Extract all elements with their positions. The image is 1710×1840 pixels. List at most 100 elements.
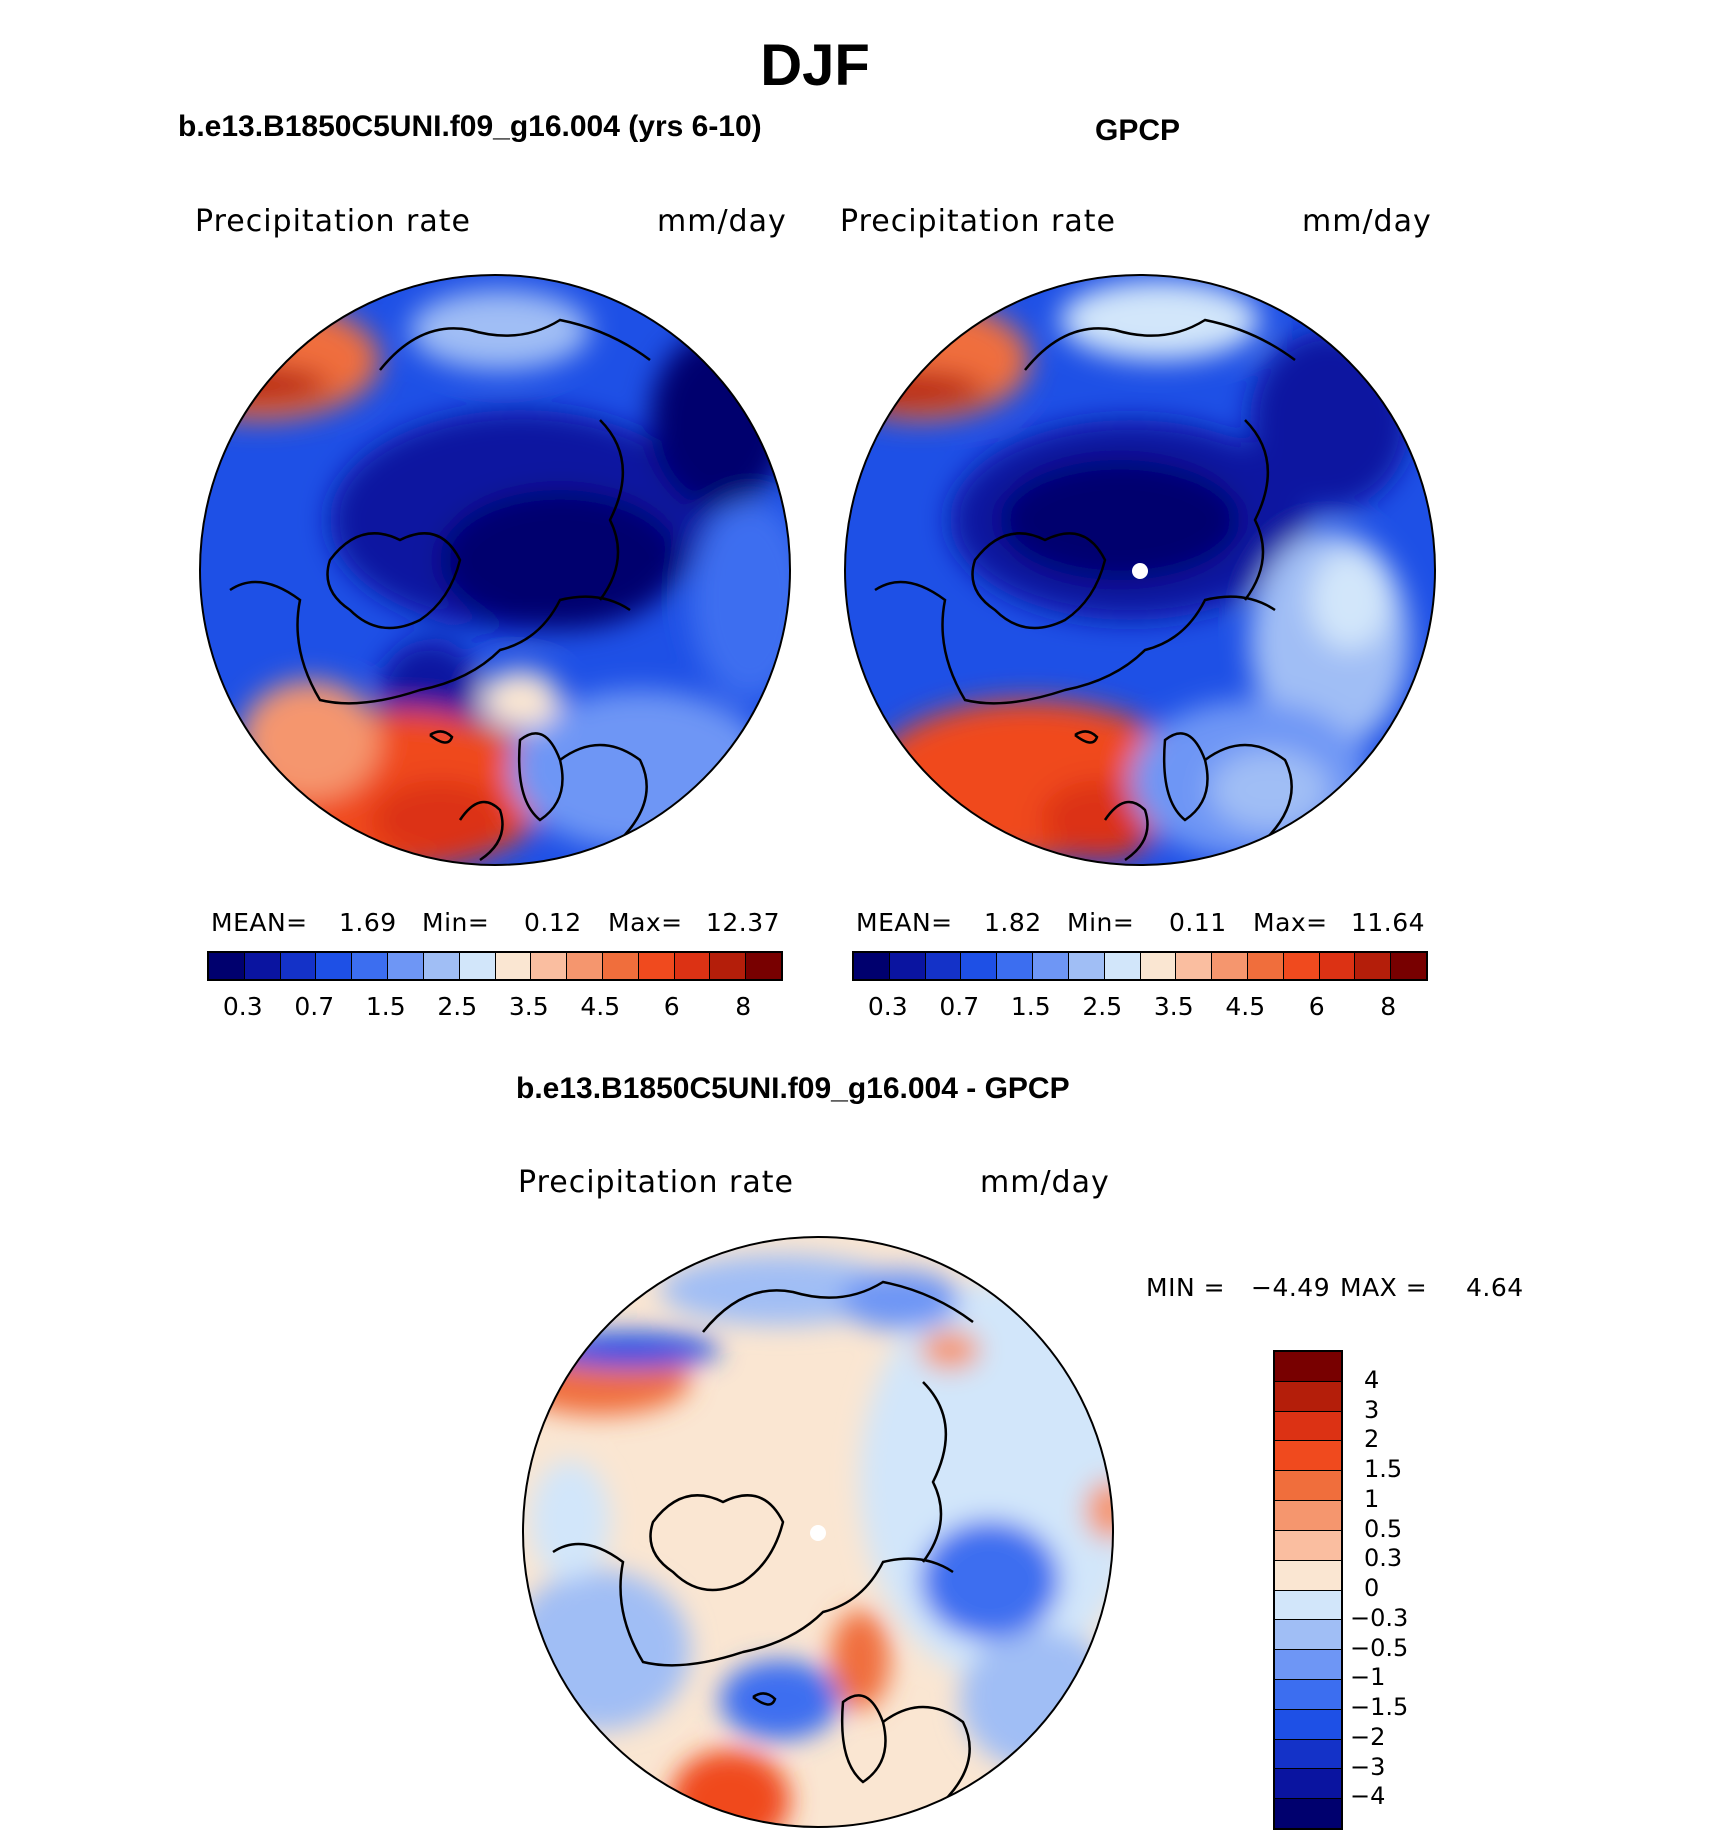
- obs-colorbar-ticks: 0.3 0.7 1.5 2.5 3.5 4.5 6 8: [852, 992, 1428, 1022]
- model-min-label: Min=: [422, 908, 490, 937]
- model-colorbar-tick-label: 4.5: [580, 992, 621, 1021]
- obs-colorbar-box: [997, 953, 1034, 979]
- model-colorbar-box: [316, 953, 353, 979]
- obs-colorbar-tick-label: 0.7: [939, 992, 980, 1021]
- model-colorbar-box: [280, 953, 317, 979]
- model-colorbar-tick-label: 8: [735, 992, 752, 1021]
- diff-colorbar-tick-label: 4: [1364, 1365, 1380, 1394]
- diff-colorbar-box: [1275, 1381, 1341, 1412]
- obs-colorbar-box: [1247, 953, 1284, 979]
- model-stats: MEAN= 1.69 Min= 0.12 Max= 12.37: [211, 908, 781, 940]
- obs-colorbar-tick-label: 2.5: [1082, 992, 1123, 1021]
- model-colorbar-box: [459, 953, 496, 979]
- model-colorbar-box: [602, 953, 639, 979]
- obs-colorbar-box: [889, 953, 926, 979]
- obs-colorbar-box: [1140, 953, 1177, 979]
- diff-colorbar-box: [1275, 1679, 1341, 1710]
- diff-colorbar-box: [1275, 1590, 1341, 1621]
- diff-colorbar-box: [1275, 1352, 1341, 1382]
- obs-colorbar-box: [1355, 953, 1392, 979]
- obs-colorbar-box: [961, 953, 998, 979]
- obs-colorbar-tick-label: 1.5: [1010, 992, 1051, 1021]
- diff-colorbar-tick-label: −0.5: [1350, 1633, 1409, 1662]
- model-max-label: Max=: [608, 908, 683, 937]
- diff-colorbar-box: [1275, 1411, 1341, 1442]
- model-colorbar-box: [674, 953, 711, 979]
- diff-min-value: −4.49: [1251, 1273, 1331, 1302]
- diff-colorbar-tick-label: −4: [1350, 1782, 1386, 1811]
- obs-colorbar-tick-label: 8: [1380, 992, 1397, 1021]
- diff-colorbar-tick-label: 0.3: [1364, 1544, 1403, 1573]
- diff-colorbar-box: [1275, 1471, 1341, 1502]
- diff-colorbar-box: [1275, 1530, 1341, 1561]
- diff-colorbar-tick-label: −1.5: [1350, 1693, 1409, 1721]
- obs-colorbar: [852, 951, 1428, 981]
- obs-colorbar-box: [1033, 953, 1069, 979]
- obs-colorbar-box: [1104, 953, 1141, 979]
- diff-colorbar-tick-label: 1.5: [1364, 1455, 1403, 1483]
- obs-colorbar-tick-label: 3.5: [1153, 992, 1194, 1021]
- diff-colorbar-tick-label: 0: [1364, 1574, 1380, 1602]
- diff-colorbar-tick-label: 0.5: [1364, 1514, 1403, 1543]
- model-panel-title: b.e13.B1850C5UNI.f09_g16.004 (yrs 6-10): [178, 110, 762, 143]
- model-colorbar-tick-label: 3.5: [508, 992, 549, 1021]
- obs-units-label: mm/day: [1302, 204, 1432, 239]
- obs-colorbar-box: [854, 953, 890, 979]
- model-colorbar-box: [244, 953, 281, 979]
- model-colorbar-box: [567, 953, 603, 979]
- model-mean-label: MEAN=: [211, 908, 308, 937]
- model-colorbar-tick-label: 0.3: [222, 992, 263, 1021]
- diff-variable-label: Precipitation rate: [518, 1165, 794, 1200]
- obs-variable-label: Precipitation rate: [840, 204, 1116, 239]
- diff-colorbar-tick-label: 1: [1364, 1484, 1380, 1513]
- obs-colorbar-box: [1068, 953, 1105, 979]
- diff-colorbar-box: [1275, 1620, 1341, 1651]
- model-variable-label: Precipitation rate: [195, 204, 471, 239]
- diff-colorbar-box: [1275, 1650, 1341, 1680]
- obs-colorbar-tick-label: 6: [1308, 992, 1325, 1021]
- model-colorbar-tick-label: 0.7: [294, 992, 335, 1021]
- diff-colorbar-box: [1275, 1769, 1341, 1800]
- model-mean-value: 1.69: [339, 908, 397, 937]
- model-colorbar-box: [352, 953, 389, 979]
- obs-max-value: 11.64: [1351, 908, 1426, 937]
- obs-panel-title: GPCP: [1095, 114, 1181, 147]
- model-colorbar-box: [638, 953, 675, 979]
- obs-colorbar-tick-label: 0.3: [867, 992, 908, 1021]
- obs-min-label: Min=: [1067, 908, 1135, 937]
- obs-min-value: 0.11: [1169, 908, 1227, 937]
- obs-stats: MEAN= 1.82 Min= 0.11 Max= 11.64: [856, 908, 1426, 940]
- model-min-value: 0.12: [524, 908, 582, 937]
- obs-mean-value: 1.82: [984, 908, 1042, 937]
- model-colorbar-tick-label: 1.5: [365, 992, 406, 1021]
- obs-colorbar-tick-label: 4.5: [1225, 992, 1266, 1021]
- diff-pole-marker: [810, 1525, 826, 1541]
- model-colorbar-box: [423, 953, 460, 979]
- obs-colorbar-box: [925, 953, 962, 979]
- diff-colorbar-box: [1275, 1560, 1341, 1591]
- diff-panel-title: b.e13.B1850C5UNI.f09_g16.004 - GPCP: [516, 1072, 1070, 1105]
- diff-colorbar: [1273, 1350, 1343, 1830]
- diff-colorbar-box: [1275, 1799, 1341, 1828]
- obs-mean-label: MEAN=: [856, 908, 953, 937]
- model-colorbar-ticks: 0.3 0.7 1.5 2.5 3.5 4.5 6 8: [207, 992, 783, 1022]
- model-colorbar: [207, 951, 783, 981]
- obs-pole-marker: [1132, 563, 1148, 579]
- diff-colorbar-ticks: 4 3 2 1.5 1 0.5 0.3 0 −0.3 −0.5 −1 −1.5 −2 −3 −4: [1350, 1350, 1440, 1830]
- diff-max-value: 4.64: [1466, 1273, 1524, 1302]
- model-colorbar-tick-label: 6: [663, 992, 680, 1021]
- figure-title: DJF: [760, 33, 870, 98]
- obs-max-label: Max=: [1253, 908, 1328, 937]
- diff-colorbar-tick-label: −0.3: [1350, 1603, 1409, 1632]
- model-colorbar-box: [209, 953, 245, 979]
- diff-units-label: mm/day: [980, 1165, 1110, 1200]
- obs-colorbar-box: [1283, 953, 1320, 979]
- model-max-value: 12.37: [706, 908, 781, 937]
- obs-colorbar-box: [1176, 953, 1213, 979]
- model-colorbar-tick-label: 2.5: [437, 992, 478, 1021]
- diff-colorbar-tick-label: 3: [1364, 1395, 1380, 1424]
- diff-stats: MIN = −4.49 MAX = 4.64: [1146, 1273, 1526, 1305]
- obs-colorbar-box: [1212, 953, 1248, 979]
- diff-colorbar-box: [1275, 1441, 1341, 1472]
- model-colorbar-box: [710, 953, 747, 979]
